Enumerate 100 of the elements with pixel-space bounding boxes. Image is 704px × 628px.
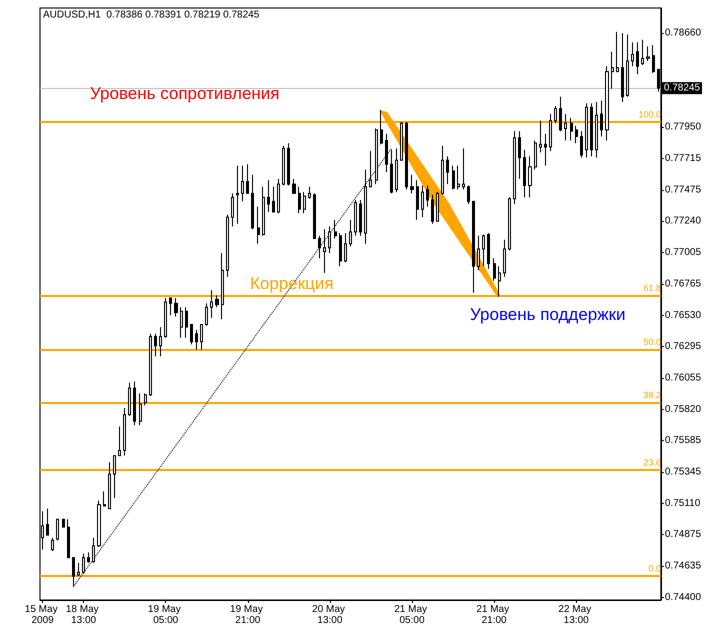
candlestick <box>272 186 275 212</box>
candlestick <box>334 219 337 239</box>
candlestick <box>564 113 567 141</box>
candlestick <box>231 192 234 228</box>
candlestick <box>344 232 347 263</box>
candlestick <box>452 165 455 190</box>
candlestick <box>354 200 357 236</box>
candlestick <box>205 302 208 326</box>
candlestick <box>513 130 516 205</box>
candlestick <box>477 235 480 271</box>
candlestick <box>313 192 316 239</box>
candlestick <box>621 32 624 103</box>
candlestick <box>652 44 655 74</box>
candlestick <box>339 232 342 267</box>
candlestick <box>195 329 198 350</box>
candlestick <box>113 455 116 499</box>
candlestick <box>77 562 80 577</box>
y-tick-label: 0.76295 <box>664 340 702 352</box>
y-tick-label: 0.76530 <box>664 310 702 321</box>
candlestick <box>169 298 172 316</box>
candlestick <box>369 150 372 188</box>
candlestick <box>292 178 296 194</box>
x-tick-label: 21 May 05:00 <box>394 604 430 626</box>
candlestick <box>144 392 147 406</box>
candlestick <box>611 51 614 90</box>
candlestick <box>82 553 85 574</box>
candlestick <box>200 324 203 350</box>
candlestick <box>123 407 126 456</box>
candlestick <box>570 117 573 141</box>
candlestick <box>210 290 213 318</box>
candlestick <box>559 96 562 132</box>
candlestick <box>487 232 490 270</box>
candlestick <box>631 42 634 67</box>
candlestick <box>400 121 403 161</box>
candlestick <box>641 39 644 66</box>
x-tick-label: 19 May 21:00 <box>230 604 266 626</box>
candlestick <box>416 180 419 220</box>
x-tick-label: 20 May 13:00 <box>312 604 348 626</box>
candlestick <box>431 194 434 224</box>
y-tick-label: 0.75585 <box>664 434 702 446</box>
candlestick <box>503 239 506 278</box>
candlestick <box>246 164 249 194</box>
candlestick <box>215 294 219 308</box>
annotation: Коррекция <box>250 274 334 293</box>
candlestick <box>133 380 136 426</box>
candlestick <box>277 178 280 214</box>
candlestick <box>128 382 131 416</box>
y-tick-label: 0.74635 <box>664 560 702 572</box>
candlestick <box>262 186 265 236</box>
candlestick <box>585 102 588 158</box>
candlestick <box>159 326 162 357</box>
candlestick <box>646 46 650 62</box>
candlestick <box>493 258 496 282</box>
x-tick-label: 18 May 13:00 <box>66 604 102 626</box>
y-tick-label: 0.75110 <box>664 498 701 509</box>
y-tick-label: 0.77475 <box>664 184 702 196</box>
y-tick-label: 0.78660 <box>664 28 702 39</box>
y-tick-label: 0.75820 <box>664 404 702 415</box>
candlestick <box>139 392 142 426</box>
candlestick <box>154 333 157 357</box>
candlestick <box>267 180 270 212</box>
candlestick <box>180 306 183 338</box>
candlestick <box>149 333 152 397</box>
candlestick <box>97 500 101 548</box>
candlestick <box>164 298 167 338</box>
candlestick <box>56 518 59 541</box>
candlestick <box>554 106 557 124</box>
candlestick <box>108 462 111 510</box>
y-tick-label: 0.77715 <box>664 152 702 164</box>
candlestick <box>436 192 439 222</box>
candlestick <box>103 490 106 506</box>
candlestick <box>46 508 49 536</box>
candlestick <box>87 552 90 564</box>
candlestick <box>221 252 224 320</box>
candlestick <box>395 148 398 193</box>
candlestick <box>251 174 254 230</box>
y-tick-label: 0.75345 <box>664 466 702 478</box>
candlestick <box>257 206 260 244</box>
candlestick <box>190 324 193 345</box>
candlestick <box>92 537 95 564</box>
candlestick <box>287 142 290 186</box>
candlestick <box>467 184 470 205</box>
candlestick <box>62 518 65 528</box>
candlestick <box>318 235 321 259</box>
candlestick <box>616 31 619 72</box>
candlestick <box>498 266 501 298</box>
candlestick <box>518 130 521 180</box>
candlestick <box>446 156 449 185</box>
candlestick <box>308 186 311 200</box>
candlestick <box>236 165 239 224</box>
candlestick <box>359 200 362 236</box>
chart-title: AUDUSD,H1 0.78386 0.78391 0.78219 0.78245 <box>43 10 260 20</box>
candlestick <box>508 196 511 251</box>
candlestick <box>410 174 414 194</box>
candlestick <box>323 228 326 274</box>
candlestick <box>462 148 465 190</box>
x-tick-label: 22 May 13:00 <box>558 604 594 626</box>
y-tick-label: 0.74400 <box>664 592 702 603</box>
candlestick <box>472 200 475 294</box>
candlestick <box>626 34 629 98</box>
